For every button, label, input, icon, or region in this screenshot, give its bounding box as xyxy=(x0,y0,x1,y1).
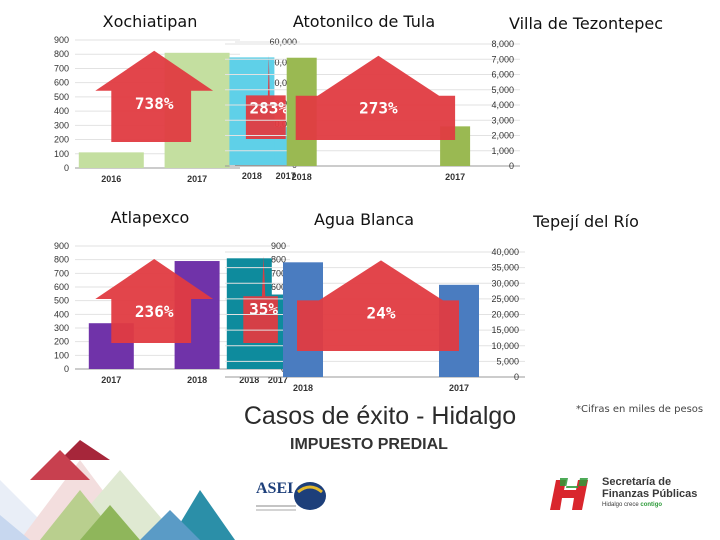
asei-logo-text: ASEI xyxy=(256,480,294,497)
y-tick-label: 900 xyxy=(271,241,286,251)
x-tick-label: 2017 xyxy=(187,174,207,184)
y-tick-label: 200 xyxy=(54,337,69,347)
y-tick-label: 300 xyxy=(54,120,69,130)
increase-label: 236% xyxy=(135,302,174,321)
increase-arrow xyxy=(243,256,278,343)
x-tick-label: 2018 xyxy=(187,375,207,385)
y-tick-label: 800 xyxy=(54,255,69,265)
slogan: Hidalgo crece contigo xyxy=(602,502,663,508)
increase-arrow xyxy=(95,50,214,142)
triangle-shape xyxy=(80,505,140,540)
chart-title: Agua Blanca xyxy=(313,210,415,229)
chart-title: Xochiatipan xyxy=(102,12,198,31)
y-tick-label: 7,000 xyxy=(491,54,514,64)
increase-arrow xyxy=(245,55,286,139)
increase-label: 738% xyxy=(135,94,174,113)
secretaria-logo-text: Secretaría de Finanzas Públicas Hidalgo … xyxy=(602,476,712,508)
x-tick-label: 2017 xyxy=(101,375,121,385)
x-tick-label: 2018 xyxy=(293,383,313,393)
y-tick-label: 60,000 xyxy=(269,37,297,47)
y-tick-label: 400 xyxy=(54,309,69,319)
x-tick-label: 2018 xyxy=(242,171,262,181)
y-tick-label: 6,000 xyxy=(491,70,514,80)
x-tick-label: 2018 xyxy=(292,172,312,182)
x-tick-label: 2017 xyxy=(445,172,465,182)
page-title: Casos de éxito - Hidalgo xyxy=(243,402,517,430)
y-tick-label: 25,000 xyxy=(491,294,519,304)
y-tick-label: 900 xyxy=(54,241,69,251)
y-tick-label: 700 xyxy=(54,268,69,278)
chart-title: Atlapexco xyxy=(110,208,190,227)
page-subtitle: IMPUESTO PREDIAL xyxy=(290,436,448,453)
increase-label: 283% xyxy=(250,98,289,117)
y-tick-label: 40,000 xyxy=(269,78,297,88)
y-tick-label: 700 xyxy=(54,63,69,73)
triangle-shape xyxy=(0,515,30,540)
y-tick-label: 300 xyxy=(54,323,69,333)
x-tick-label: 2018 xyxy=(239,375,259,385)
chart-title: Villa de Tezontepec xyxy=(508,14,664,33)
x-tick-label: 2017 xyxy=(276,171,296,181)
increase-arrow xyxy=(295,55,456,140)
decorative-triangles xyxy=(0,440,235,540)
secretaria-line-2: Finanzas Públicas xyxy=(602,488,698,500)
y-tick-label: 1,000 xyxy=(491,146,514,156)
y-tick-label: 15,000 xyxy=(491,325,519,335)
x-tick-label: 2016 xyxy=(101,174,121,184)
increase-label: 35% xyxy=(249,299,278,318)
increase-arrow xyxy=(95,259,214,343)
charts-area: 0 100 200 300 400 500 600 700 800 900 2016 2017 738%… xyxy=(54,12,664,393)
y-tick-label: 0 xyxy=(514,372,519,382)
hidalgo-h-logo xyxy=(550,478,588,510)
bar xyxy=(78,152,144,168)
y-tick-label: 100 xyxy=(54,350,69,360)
y-tick-label: 4,000 xyxy=(491,100,514,110)
y-tick-label: 600 xyxy=(54,78,69,88)
y-tick-label: 5,000 xyxy=(491,85,514,95)
y-tick-label: 10,000 xyxy=(491,341,519,351)
y-tick-label: 800 xyxy=(271,255,286,265)
y-tick-label: 3,000 xyxy=(491,115,514,125)
y-tick-label: 30,000 xyxy=(491,278,519,288)
y-tick-label: 0 xyxy=(509,161,514,171)
y-tick-label: 0 xyxy=(64,364,69,374)
y-tick-label: 400 xyxy=(54,106,69,116)
y-tick-label: 100 xyxy=(54,149,69,159)
y-tick-label: 500 xyxy=(54,296,69,306)
chart-title: Tepejí del Río xyxy=(533,212,639,231)
asei-logo xyxy=(256,482,326,511)
y-tick-label: 5,000 xyxy=(496,356,519,366)
charts-svg: 0 100 200 300 400 500 600 700 800 900 2016 2017 738%… xyxy=(54,35,525,393)
triangle-shape xyxy=(140,510,200,540)
secretaria-line-1: Secretaría de xyxy=(602,476,672,488)
y-tick-label: 600 xyxy=(54,282,69,292)
increase-label: 273% xyxy=(359,99,398,118)
x-tick-label: 2017 xyxy=(449,383,469,393)
chart-title: Atotonilco de Tula xyxy=(292,12,436,31)
y-tick-label: 8,000 xyxy=(491,39,514,49)
x-tick-label: 2017 xyxy=(268,375,288,385)
y-tick-label: 20,000 xyxy=(491,310,519,320)
y-tick-label: 500 xyxy=(54,92,69,102)
y-tick-label: 200 xyxy=(54,135,69,145)
y-tick-label: 35,000 xyxy=(491,263,519,273)
triangle-shape xyxy=(60,440,110,460)
y-tick-label: 700 xyxy=(271,268,286,278)
y-tick-label: 40,000 xyxy=(491,247,519,257)
increase-arrow xyxy=(297,260,459,351)
footnote: *Cifras en miles de pesos xyxy=(576,404,704,415)
increase-label: 24% xyxy=(367,303,396,322)
y-tick-label: 50,000 xyxy=(269,58,297,68)
h-logo-icon xyxy=(550,480,588,510)
y-tick-label: 2,000 xyxy=(491,131,514,141)
y-tick-label: 0 xyxy=(64,163,69,173)
triangle-shape xyxy=(30,450,90,480)
y-tick-label: 800 xyxy=(54,49,69,59)
y-tick-label: 600 xyxy=(271,282,286,292)
y-tick-label: 900 xyxy=(54,35,69,45)
